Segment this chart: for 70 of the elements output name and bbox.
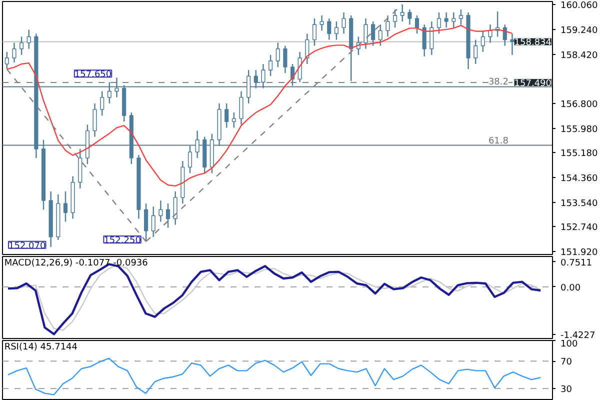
candlestick: [400, 4, 404, 22]
y-tick-label: 158.420: [560, 50, 598, 61]
y-tick-label: 155.180: [560, 149, 598, 160]
candlestick: [268, 54, 273, 77]
candlestick: [371, 20, 376, 46]
candlestick: [334, 20, 339, 40]
y-tick-label: 151.920: [560, 248, 598, 258]
candlestick: [283, 45, 288, 74]
candlestick: [452, 12, 456, 28]
candlestick: [305, 33, 310, 65]
candlestick: [261, 63, 266, 89]
candlestick: [63, 190, 68, 222]
candlestick: [386, 14, 390, 38]
candlestick: [12, 42, 16, 64]
candlestick: [474, 39, 478, 65]
candlestick: [488, 24, 492, 44]
candlestick: [254, 69, 258, 89]
candlestick: [378, 24, 382, 46]
y-tick-label: 155.980: [560, 124, 598, 135]
ref-line-label: 158.834: [514, 38, 552, 48]
candlestick: [414, 14, 420, 34]
candlestick: [320, 14, 324, 32]
candlestick: [444, 12, 448, 28]
candlestick: [232, 112, 236, 128]
y-tick-label: 154.360: [560, 174, 598, 184]
y-tick-label: 100: [560, 340, 578, 350]
y-tick-label: 153.540: [560, 198, 598, 209]
candlestick: [422, 24, 426, 58]
chart-title: MACD(12,26,9) -0.1077 -0.0936: [4, 258, 148, 268]
candlestick: [224, 102, 229, 128]
y-tick-label: 30: [560, 385, 572, 396]
y-tick-label: 0.7511: [560, 258, 592, 268]
annotation: 38.2: [488, 78, 509, 88]
candlestick: [239, 90, 244, 126]
y-tick-label: 70: [560, 358, 572, 368]
annotation: 61.8: [488, 136, 509, 146]
candlestick: [276, 42, 280, 68]
candlestick: [480, 30, 485, 52]
candlestick: [327, 18, 332, 40]
y-tick-label: 152.740: [560, 223, 598, 234]
y-tick-label: 160.060: [560, 1, 598, 12]
candlestick: [158, 200, 163, 222]
candlestick: [436, 12, 442, 34]
candlestick: [430, 20, 434, 56]
candlestick: [392, 8, 398, 28]
candlestick: [342, 12, 346, 34]
candlestick: [364, 18, 368, 50]
candlestick: [114, 77, 119, 98]
candlestick: [107, 82, 112, 104]
candlestick: [92, 102, 97, 138]
candlestick: [173, 190, 178, 226]
candlestick: [151, 206, 156, 238]
candlestick: [166, 202, 170, 228]
candlestick: [312, 18, 317, 46]
candlestick: [246, 69, 251, 104]
chart-title: RSI(14) 45.7144: [4, 342, 78, 352]
candlestick: [144, 202, 148, 242]
candlestick: [458, 8, 464, 26]
candlestick: [100, 90, 104, 116]
candlestick: [195, 130, 200, 159]
y-tick-label: 156.800: [560, 100, 598, 110]
candlestick: [408, 8, 412, 26]
y-tick-label: 159.240: [560, 26, 598, 36]
candlestick: [188, 145, 192, 174]
candlestick: [510, 33, 514, 56]
candlestick: [26, 29, 31, 50]
y-tick-label: 0.00: [560, 283, 581, 294]
candlestick: [4, 51, 9, 70]
y-tick-label: -1.4227: [560, 330, 596, 341]
candlestick: [19, 36, 24, 56]
